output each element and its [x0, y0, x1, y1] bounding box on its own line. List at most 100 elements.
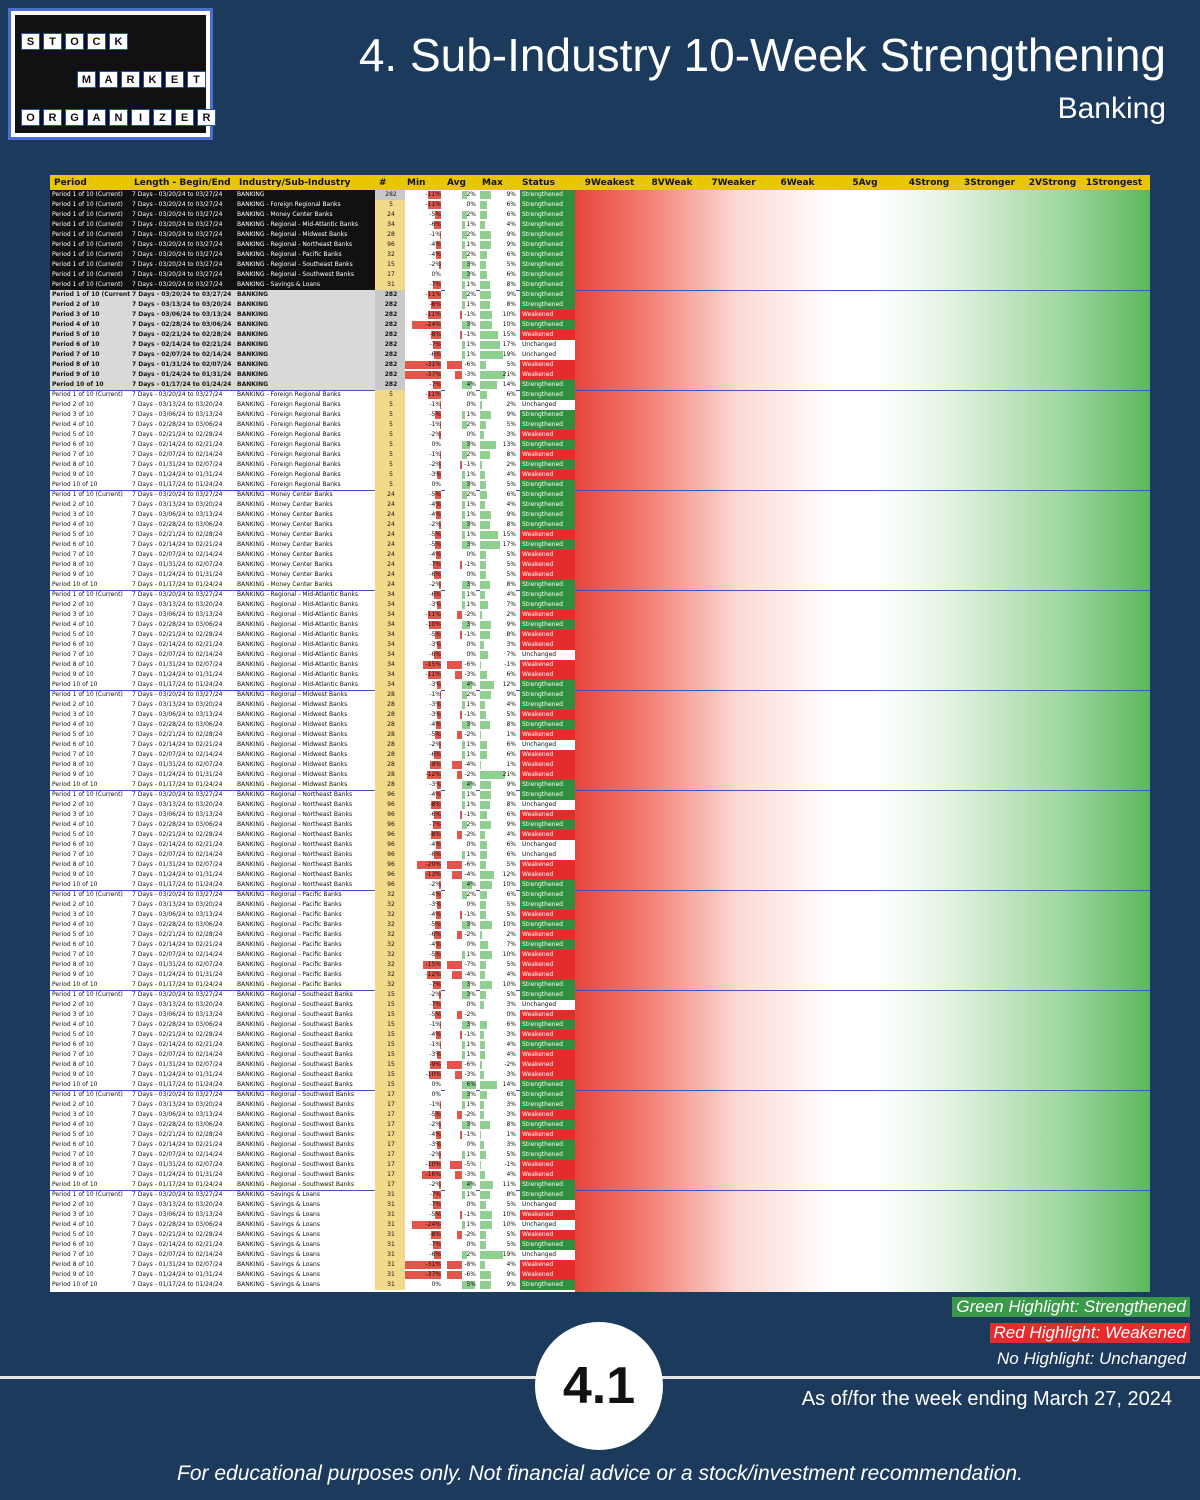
cell-industry: BANKING - Savings & Loans: [237, 1241, 320, 1248]
table-row: Period 5 of 10 7 Days - 02/21/24 to 02/28…: [50, 1030, 1150, 1040]
cell-period: Period 3 of 10: [52, 611, 94, 618]
column-header: 2VStrong: [1028, 177, 1077, 188]
cell-status: Strengthened: [520, 990, 575, 1000]
cell-avg: 1%: [445, 240, 476, 250]
cell-max: 19%: [480, 350, 516, 360]
cell-period: Period 1 of 10 (Current): [52, 391, 123, 398]
cell-max: 8%: [480, 1120, 516, 1130]
cell-count: 32: [375, 920, 405, 930]
cell-status: Strengthened: [520, 880, 575, 890]
table-row: Period 8 of 10 7 Days - 01/31/24 to 02/07…: [50, 1060, 1150, 1070]
cell-length: 7 Days - 02/28/24 to 03/06/24: [132, 821, 223, 828]
table-row: Period 4 of 10 7 Days - 02/28/24 to 03/06…: [50, 620, 1150, 630]
cell-avg: 1%: [445, 800, 476, 810]
cell-length: 7 Days - 01/17/24 to 01/24/24: [132, 881, 223, 888]
cell-avg: -6%: [445, 360, 476, 370]
cell-max: 14%: [480, 1080, 516, 1090]
cell-avg: 1%: [445, 500, 476, 510]
cell-length: 7 Days - 02/28/24 to 03/06/24: [132, 1121, 223, 1128]
cell-count: 24: [375, 210, 405, 220]
cell-min: 0%: [405, 1080, 441, 1090]
cell-min: -31%: [405, 1260, 441, 1270]
cell-min: -8%: [405, 800, 441, 810]
cell-status: Weakened: [520, 670, 575, 680]
cell-avg: -3%: [445, 370, 476, 380]
cell-period: Period 6 of 10: [52, 441, 94, 448]
cell-length: 7 Days - 03/06/24 to 03/13/24: [132, 1111, 223, 1118]
cell-avg: 2%: [445, 250, 476, 260]
cell-period: Period 9 of 10: [52, 671, 94, 678]
cell-status: Strengthened: [520, 1140, 575, 1150]
cell-status: Weakened: [520, 930, 575, 940]
cell-avg: 3%: [445, 320, 476, 330]
cell-period: Period 1 of 10 (Current): [52, 591, 123, 598]
cell-avg: 1%: [445, 700, 476, 710]
cell-status: Strengthened: [520, 700, 575, 710]
cell-status: Strengthened: [520, 410, 575, 420]
cell-avg: 0%: [445, 1240, 476, 1250]
cell-industry: BANKING - Regional - Northeast Banks: [237, 841, 353, 848]
cell-avg: 2%: [445, 190, 476, 200]
cell-min: -13%: [405, 870, 441, 880]
cell-period: Period 8 of 10: [52, 1061, 94, 1068]
cell-industry: BANKING - Regional - Mid-Atlantic Banks: [237, 591, 358, 598]
cell-industry: BANKING - Savings & Loans: [237, 1191, 320, 1198]
cell-avg: -8%: [445, 1260, 476, 1270]
cell-length: 7 Days - 02/28/24 to 03/06/24: [130, 320, 237, 330]
cell-count: 17: [375, 1130, 405, 1140]
cell-status: Weakened: [520, 1230, 575, 1240]
column-header: 6Weak: [780, 177, 815, 188]
cell-industry: BANKING: [235, 360, 377, 370]
cell-length: 7 Days - 02/07/24 to 02/14/24: [132, 1251, 223, 1258]
cell-period: Period 7 of 10: [52, 1151, 94, 1158]
cell-status: Unchanged: [520, 850, 575, 860]
cell-avg: -6%: [445, 860, 476, 870]
cell-count: 28: [375, 690, 405, 700]
cell-period: Period 10 of 10: [52, 581, 98, 588]
cell-industry: BANKING - Savings & Loans: [235, 280, 377, 290]
cell-length: 7 Days - 01/17/24 to 01/24/24: [132, 681, 223, 688]
column-header: 8VWeak: [651, 177, 693, 188]
cell-period: Period 1 of 10 (Current): [50, 240, 132, 250]
cell-max: 9%: [480, 820, 516, 830]
cell-min: -3%: [405, 470, 441, 480]
cell-status: Unchanged: [520, 1200, 575, 1210]
table-row: Period 7 of 10 7 Days - 02/07/24 to 02/14…: [50, 1150, 1150, 1160]
cell-min: -12%: [405, 970, 441, 980]
cell-length: 7 Days - 03/06/24 to 03/13/24: [132, 511, 223, 518]
cell-period: Period 7 of 10: [52, 1251, 94, 1258]
cell-max: 5%: [480, 420, 516, 430]
cell-industry: BANKING - Regional - Southwest Banks: [237, 1111, 355, 1118]
cell-length: 7 Days - 03/13/24 to 03/20/24: [132, 401, 223, 408]
cell-min: -6%: [405, 1250, 441, 1260]
cell-industry: BANKING - Regional - Southwest Banks: [237, 1171, 355, 1178]
cell-industry: BANKING - Regional - Mid-Atlantic Banks: [237, 611, 358, 618]
cell-period: Period 1 of 10 (Current): [50, 210, 132, 220]
cell-min: -3%: [405, 900, 441, 910]
cell-count: 282: [375, 310, 405, 320]
cell-industry: BANKING: [235, 340, 377, 350]
cell-industry: BANKING - Money Center Banks: [237, 511, 333, 518]
cell-min: -9%: [405, 760, 441, 770]
table-row: Period 7 of 10 7 Days - 02/07/24 to 02/14…: [50, 350, 1150, 360]
table-row: Period 10 of 10 7 Days - 01/17/24 to 01/2…: [50, 780, 1150, 790]
table-row: Period 4 of 10 7 Days - 02/28/24 to 03/06…: [50, 1120, 1150, 1130]
cell-length: 7 Days - 02/14/24 to 02/21/24: [132, 541, 223, 548]
cell-period: Period 4 of 10: [52, 1121, 94, 1128]
cell-max: 5%: [480, 560, 516, 570]
cell-count: 282: [375, 300, 405, 310]
cell-count: 24: [375, 540, 405, 550]
cell-length: 7 Days - 03/13/24 to 03/20/24: [132, 801, 223, 808]
cell-length: 7 Days - 02/14/24 to 02/21/24: [132, 841, 223, 848]
cell-avg: 1%: [445, 470, 476, 480]
cell-length: 7 Days - 01/17/24 to 01/24/24: [132, 981, 223, 988]
cell-length: 7 Days - 02/28/24 to 03/06/24: [132, 421, 223, 428]
cell-count: 96: [375, 240, 405, 250]
table-row: Period 10 of 10 7 Days - 01/17/24 to 01/2…: [50, 480, 1150, 490]
cell-count: 96: [375, 820, 405, 830]
cell-period: Period 3 of 10: [52, 711, 94, 718]
cell-period: Period 1 of 10 (Current): [50, 250, 132, 260]
cell-min: -5%: [405, 950, 441, 960]
cell-length: 7 Days - 03/20/24 to 03/27/24: [130, 220, 237, 230]
cell-period: Period 6 of 10: [50, 340, 132, 350]
